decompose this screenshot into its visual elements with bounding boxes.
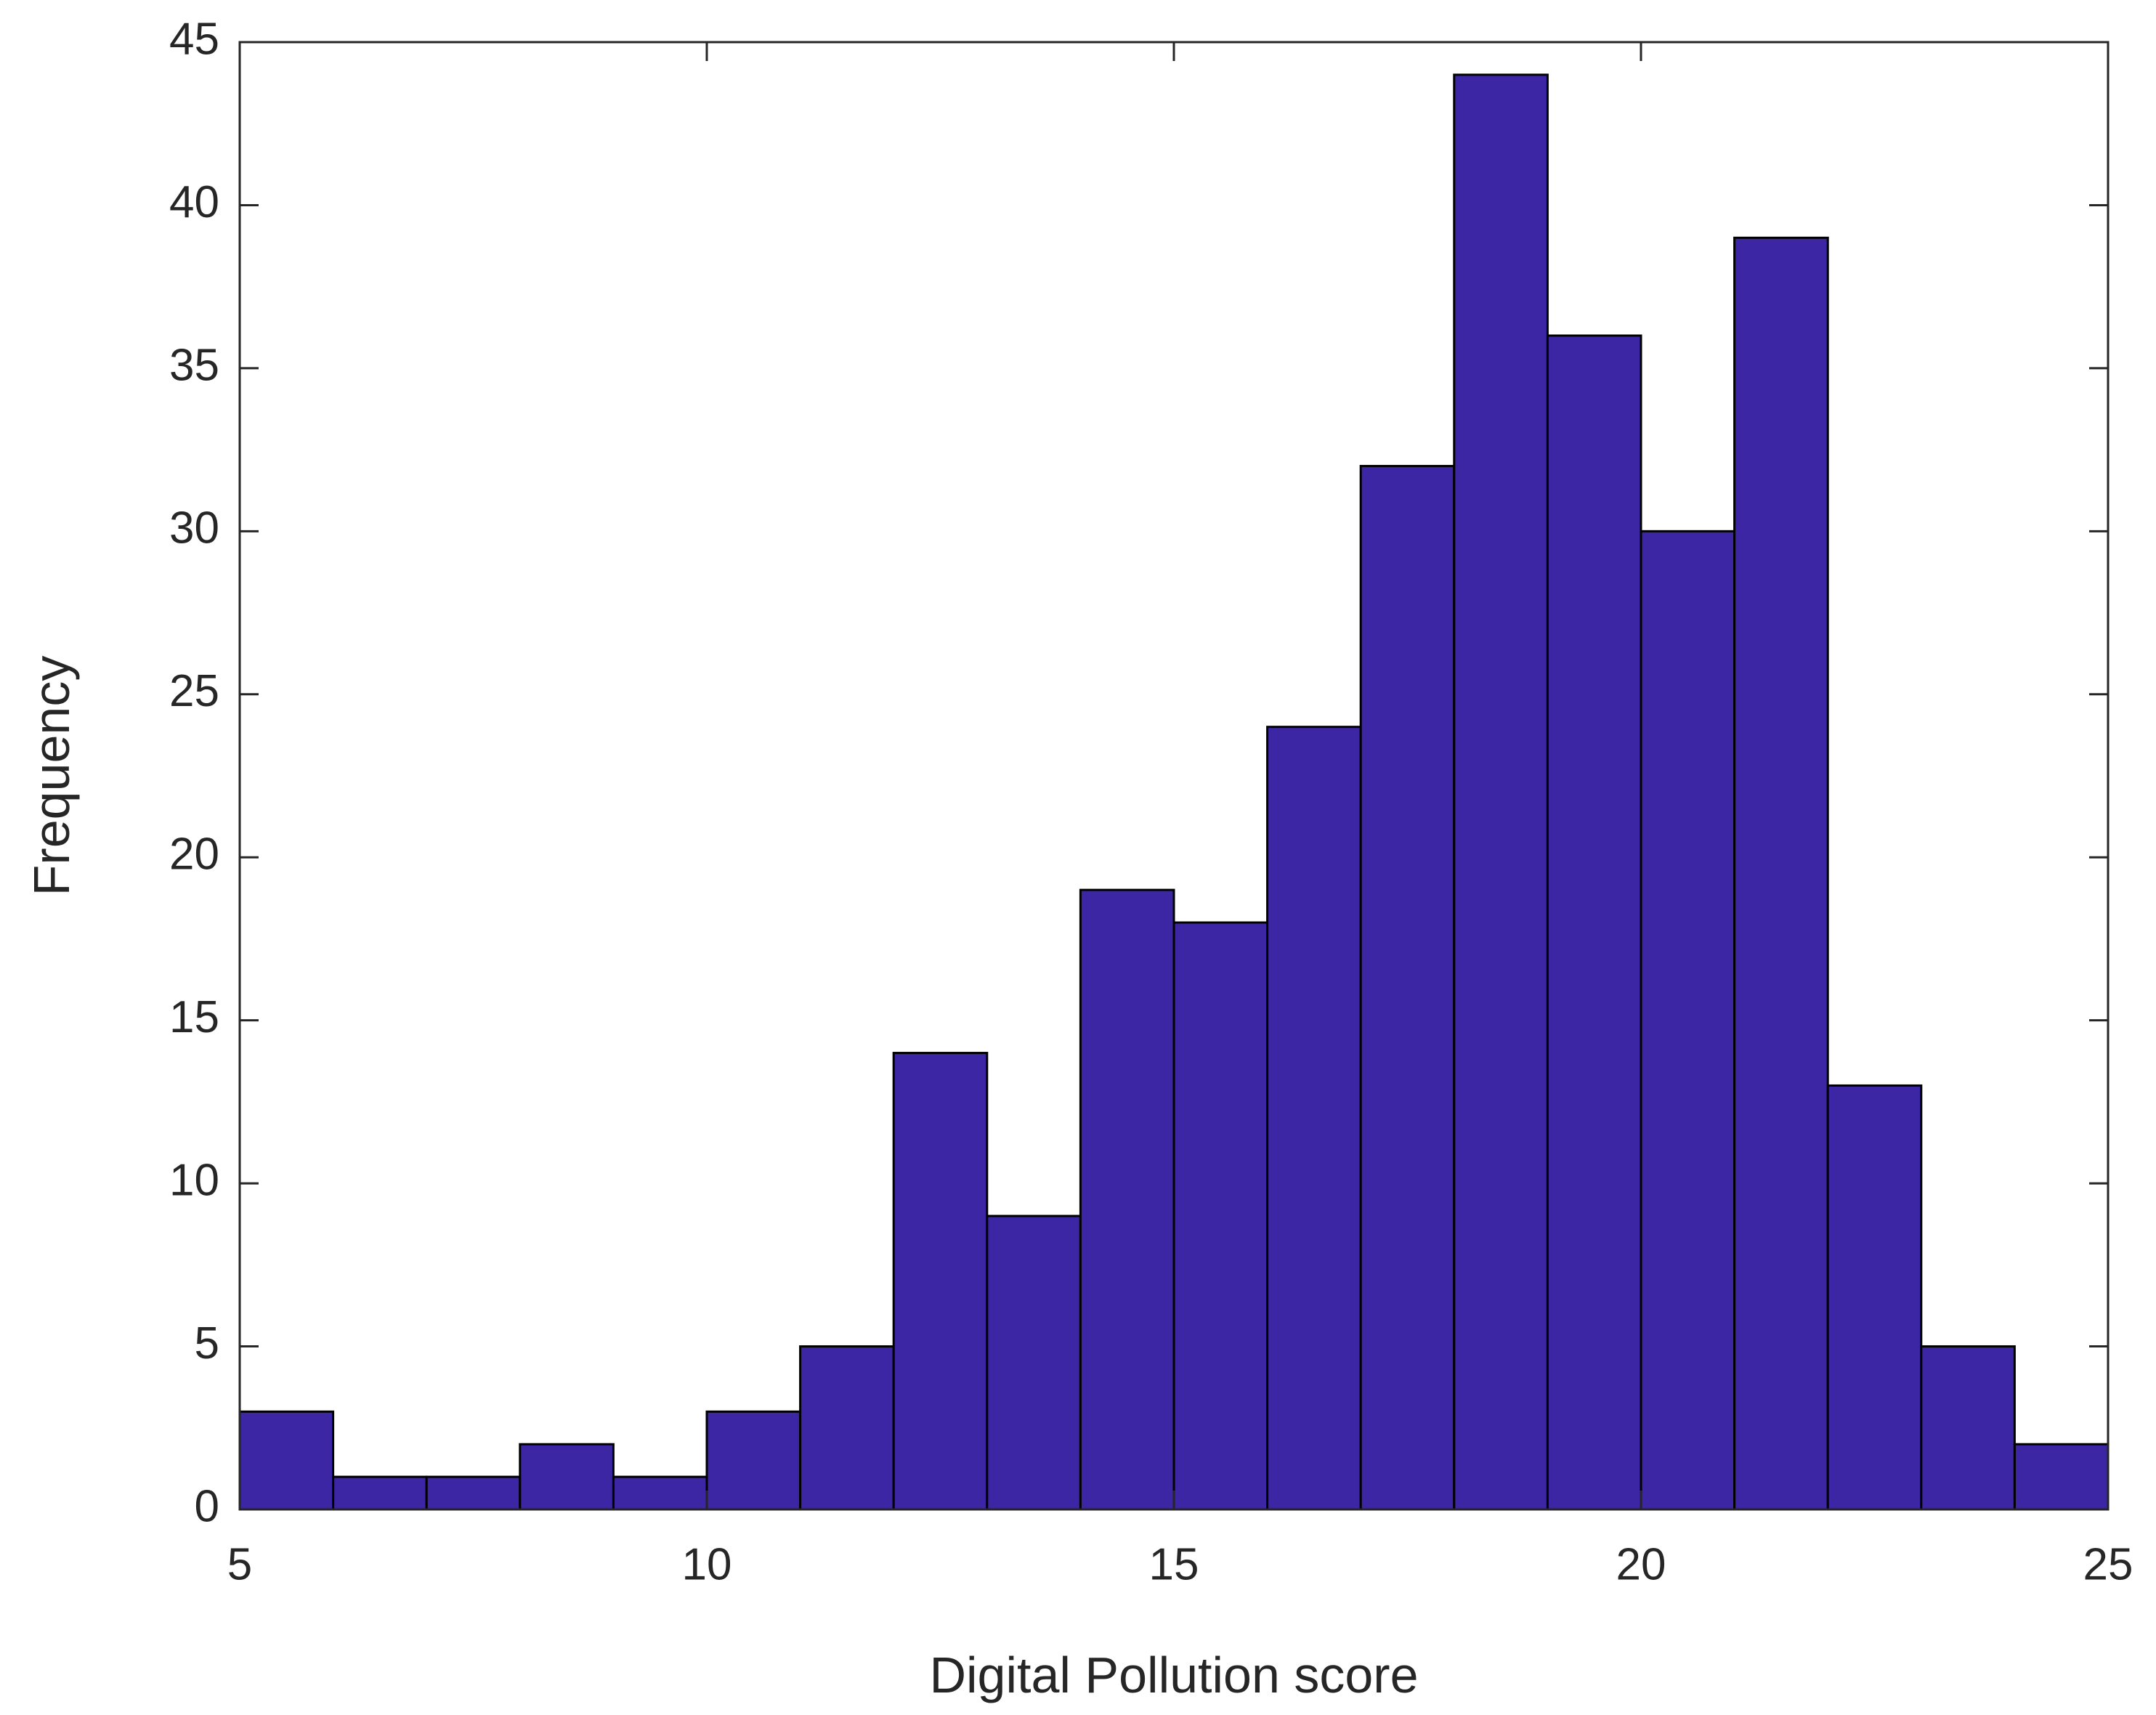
y-tick-label: 35 [169, 340, 219, 390]
histogram-bar [1079, 888, 1175, 1511]
x-axis-title: Digital Pollution score [929, 1647, 1418, 1703]
y-axis-title: Frequency [23, 656, 80, 896]
y-tick-label: 5 [195, 1318, 219, 1369]
histogram-bar [332, 1475, 428, 1511]
x-tick-label: 10 [682, 1539, 732, 1589]
histogram-bar [1640, 530, 1736, 1511]
histogram-bar [238, 1410, 335, 1511]
y-tick-label: 45 [169, 14, 219, 64]
histogram-bar [1826, 1084, 1923, 1511]
y-tick-label: 15 [169, 992, 219, 1042]
y-tick-label: 20 [169, 830, 219, 880]
histogram-bar [425, 1475, 522, 1511]
histogram-bar [519, 1443, 615, 1511]
y-tick-label: 30 [169, 503, 219, 554]
histogram-bar [1546, 334, 1642, 1511]
histogram-bar [1359, 465, 1456, 1511]
y-tick-label: 40 [169, 177, 219, 227]
histogram-bar [799, 1345, 895, 1511]
y-tick-label: 0 [195, 1481, 219, 1531]
x-tick-label: 5 [227, 1539, 252, 1589]
x-tick-label: 20 [1616, 1539, 1666, 1589]
histogram-bar [1733, 236, 1829, 1511]
histogram-bar [612, 1475, 708, 1511]
histogram-bar [2013, 1443, 2110, 1511]
histogram-bar [892, 1052, 989, 1511]
histogram-bar [986, 1215, 1082, 1511]
histogram-bar [1920, 1345, 2016, 1511]
histogram-bar [1453, 73, 1549, 1511]
histogram-bar [1266, 726, 1362, 1511]
y-tick-label: 10 [169, 1155, 219, 1205]
plot-area-frame [238, 41, 2110, 1511]
histogram-bar [1172, 921, 1269, 1511]
y-tick-label: 25 [169, 666, 219, 716]
x-tick-label: 15 [1149, 1539, 1199, 1589]
x-tick-label: 25 [2083, 1539, 2133, 1589]
histogram-bar [705, 1410, 802, 1511]
bars-group [238, 73, 2110, 1511]
